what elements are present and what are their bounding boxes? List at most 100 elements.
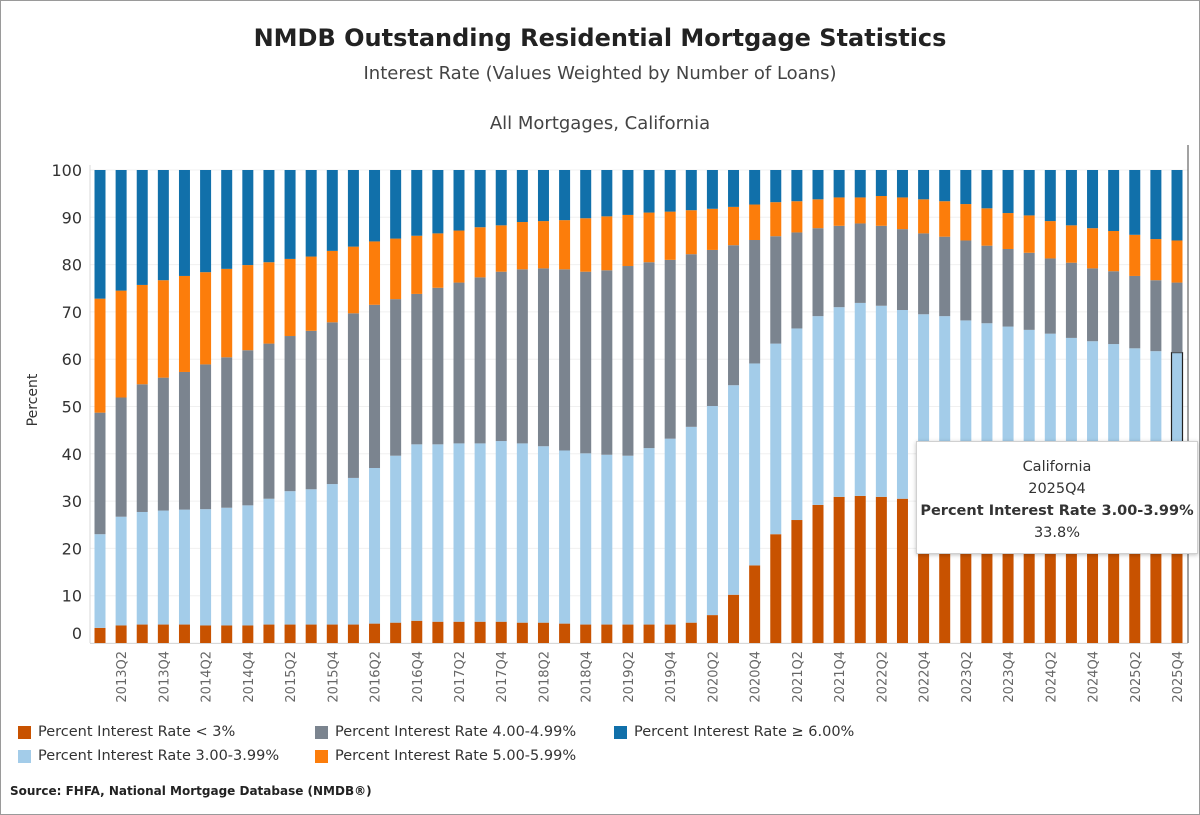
bar-segment[interactable] [960,170,972,205]
bar-segment[interactable] [622,170,634,215]
bar-segment[interactable] [1171,170,1183,241]
bar-segment[interactable] [453,170,465,231]
bar-segment[interactable] [516,622,528,643]
legend-item-3-to-3.99[interactable]: Percent Interest Rate 3.00-3.99% [18,748,279,764]
bar-segment[interactable] [347,624,359,643]
bar-segment[interactable] [1087,268,1099,342]
bar-segment[interactable] [685,622,697,643]
bar-segment[interactable] [305,330,317,490]
legend-item-4-to-4.99[interactable]: Percent Interest Rate 4.00-4.99% [315,724,576,740]
bar-segment[interactable] [1087,341,1099,508]
bar-segment[interactable] [453,282,465,444]
bar-segment[interactable] [854,197,866,224]
bar-segment[interactable] [242,350,254,506]
bar-segment[interactable] [706,170,718,209]
bar-segment[interactable] [981,323,993,503]
bar-segment[interactable] [622,455,634,625]
bar-segment[interactable] [390,170,402,239]
bar-segment[interactable] [981,245,993,324]
bar-segment[interactable] [369,241,381,305]
bar-segment[interactable] [1108,170,1120,232]
bar-segment[interactable] [896,498,908,643]
bar-segment[interactable] [369,623,381,643]
bar-segment[interactable] [1023,170,1035,216]
bar-segment[interactable] [1023,252,1035,330]
bar-segment[interactable] [791,201,803,233]
bar-segment[interactable] [1044,170,1056,222]
bar-segment[interactable] [1065,262,1077,338]
bar-segment[interactable] [136,511,148,625]
bar-segment[interactable] [115,397,127,517]
bar-segment[interactable] [896,310,908,499]
bar-segment[interactable] [432,170,444,234]
bar-segment[interactable] [833,170,845,198]
bar-segment[interactable] [685,254,697,427]
bar-segment[interactable] [770,343,782,535]
bar-segment[interactable] [1171,282,1183,353]
bar-segment[interactable] [1150,351,1162,512]
bar-segment[interactable] [115,625,127,643]
bar-segment[interactable] [706,615,718,643]
bar-segment[interactable] [326,322,338,485]
bar-segment[interactable] [1171,512,1183,643]
bar-segment[interactable] [390,455,402,623]
bar-segment[interactable] [474,621,486,643]
bar-segment[interactable] [559,623,571,643]
bar-segment[interactable] [516,443,528,623]
bar-segment[interactable] [221,507,233,626]
bar-segment[interactable] [157,170,169,281]
bar-segment[interactable] [200,625,212,643]
bar-segment[interactable] [94,627,106,643]
bar-segment[interactable] [1065,225,1077,263]
bar-segment[interactable] [242,265,254,351]
bar-segment[interactable] [326,624,338,643]
bar-segment[interactable] [284,170,296,259]
bar-segment[interactable] [791,170,803,202]
bar-segment[interactable] [221,268,233,358]
bar-segment[interactable] [1002,213,1014,249]
bar-segment[interactable] [1129,348,1141,511]
bar-segment[interactable] [94,534,106,628]
bar-segment[interactable] [770,236,782,344]
bar-segment[interactable] [221,625,233,643]
bar-segment[interactable] [453,621,465,643]
bar-segment[interactable] [918,199,930,234]
legend-item-5-to-5.99[interactable]: Percent Interest Rate 5.00-5.99% [315,748,576,764]
bar-segment[interactable] [643,212,655,263]
bar-segment[interactable] [791,232,803,329]
bar-segment[interactable] [1087,507,1099,643]
bar-segment[interactable] [178,509,190,625]
bar-segment[interactable] [242,505,254,626]
bar-segment[interactable] [1129,510,1141,643]
bar-segment[interactable] [178,624,190,643]
bar-segment[interactable] [1108,271,1120,345]
bar-segment[interactable] [791,520,803,643]
bar-segment[interactable] [728,385,740,595]
bar-segment[interactable] [1044,258,1056,334]
legend-item-below-3[interactable]: Percent Interest Rate < 3% [18,724,235,740]
bar-segment[interactable] [495,271,507,442]
bar-segment[interactable] [939,170,951,202]
bar-segment[interactable] [643,262,655,449]
bar-segment[interactable] [559,170,571,221]
bar-segment[interactable] [242,170,254,266]
bar-segment[interactable] [875,225,887,306]
bar-segment[interactable] [939,500,951,643]
bar-segment[interactable] [854,170,866,198]
bar-segment[interactable] [411,235,423,294]
bar-segment[interactable] [960,240,972,321]
bar-segment[interactable] [284,336,296,492]
bar-segment[interactable] [326,250,338,323]
bar-segment[interactable] [749,565,761,643]
bar-segment[interactable] [453,443,465,622]
bar-segment[interactable] [918,314,930,500]
bar-segment[interactable] [1023,504,1035,643]
bar-segment[interactable] [854,223,866,303]
bar-segment[interactable] [728,594,740,643]
bar-segment[interactable] [347,170,359,247]
bar-segment[interactable] [326,484,338,625]
bar-segment[interactable] [305,624,317,643]
bar-segment[interactable] [1171,240,1183,283]
bar-segment[interactable] [1129,234,1141,276]
bar-segment[interactable] [896,197,908,230]
